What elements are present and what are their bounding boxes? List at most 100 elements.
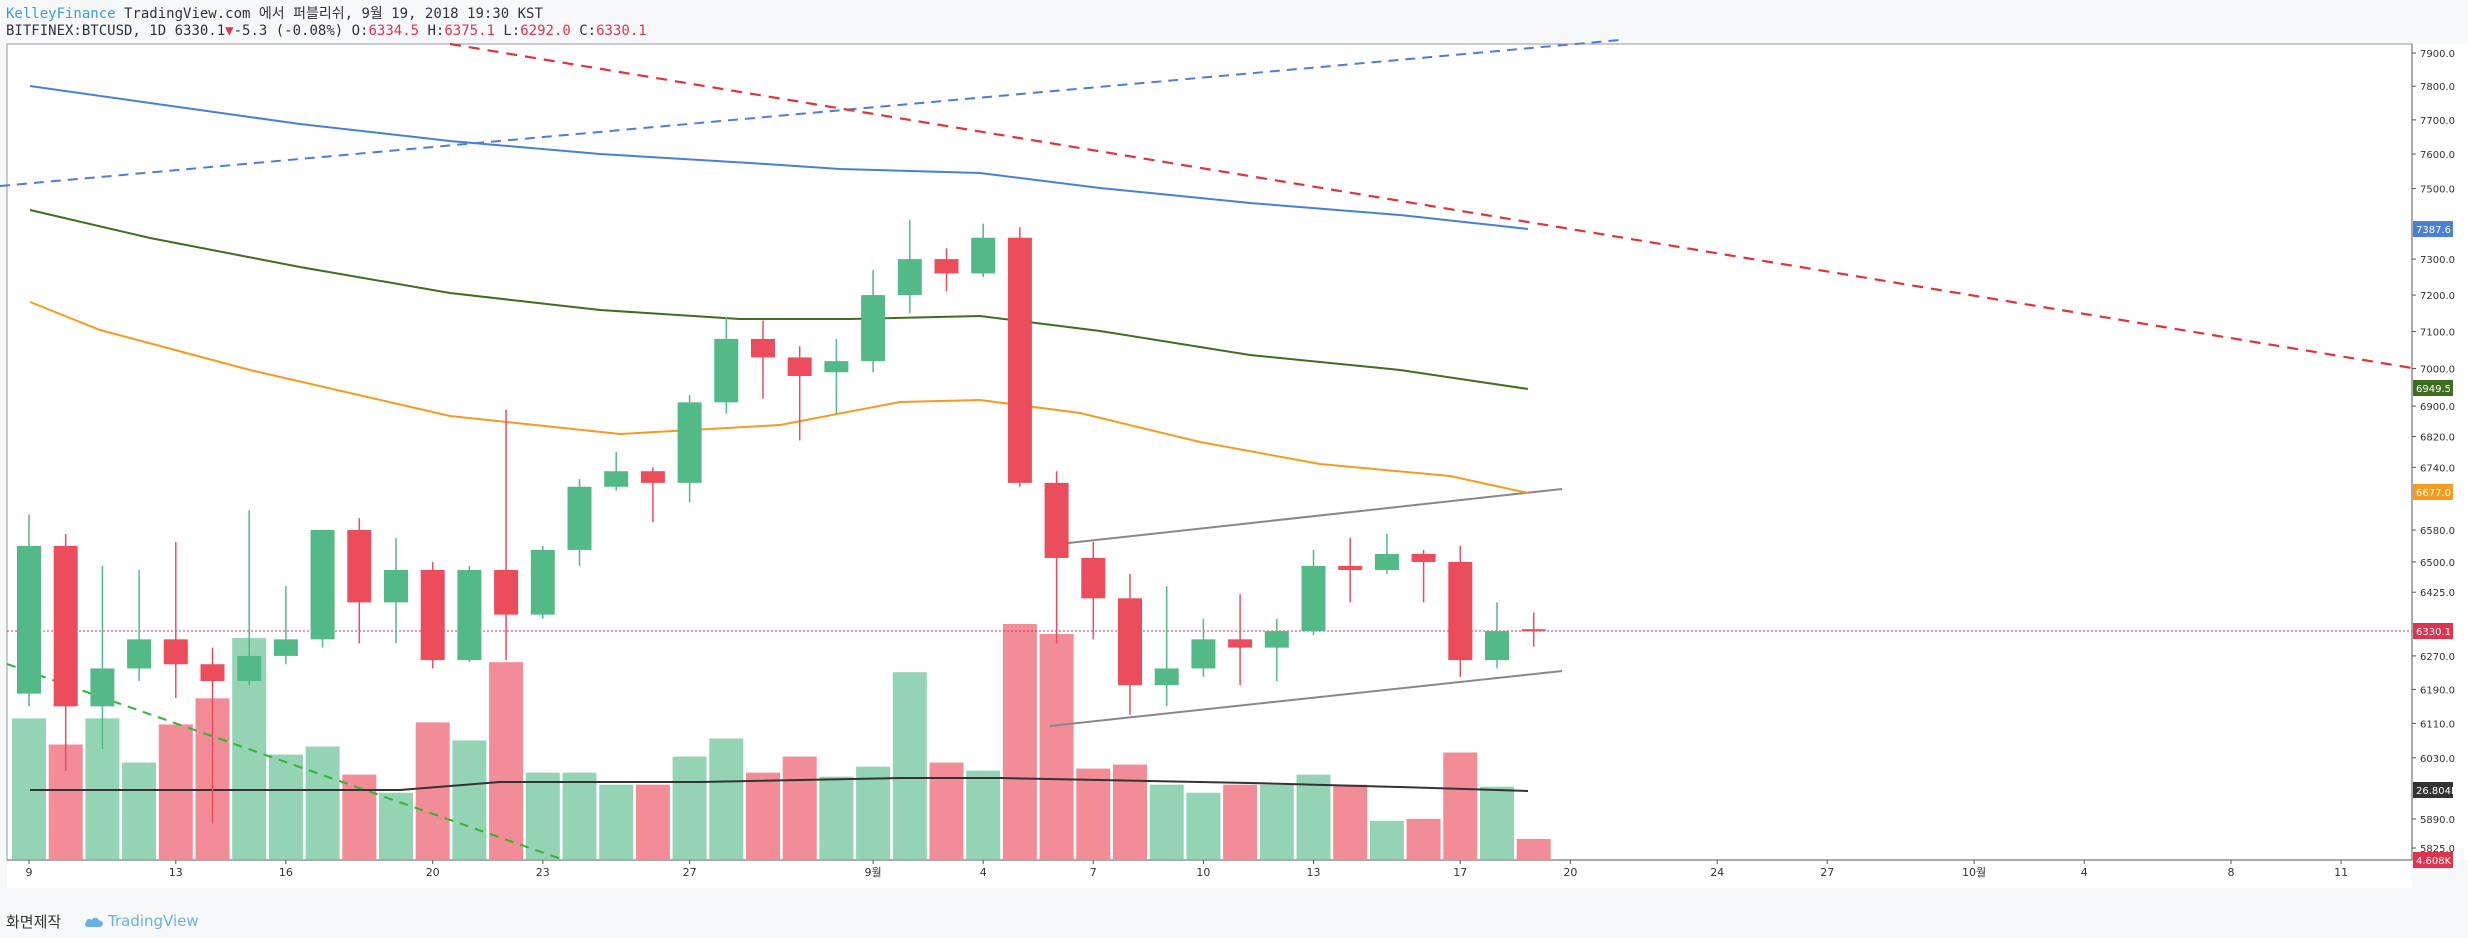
time-tick-label: 16 [279, 866, 293, 879]
candle-body [604, 471, 629, 487]
candle [1374, 533, 1399, 575]
time-tick-label: 11 [2334, 866, 2348, 879]
tradingview-cloud-icon [84, 917, 103, 927]
price-badge [2413, 484, 2453, 500]
candle [1154, 586, 1179, 707]
tradingview-brand: TradingView [108, 912, 199, 930]
candle-body [384, 569, 408, 603]
volume-bars [12, 624, 1551, 859]
candle [457, 565, 482, 663]
candle [200, 647, 225, 824]
volume-bar [709, 738, 744, 859]
candle-body [127, 639, 152, 669]
price-tick-label: 5825.0 [2420, 844, 2455, 855]
price-badge [2413, 782, 2453, 798]
volume-bar [268, 754, 303, 859]
price-badge-label: 7387.6 [2416, 225, 2451, 236]
candle-body [971, 237, 996, 274]
candle [1485, 602, 1509, 669]
time-axis[interactable]: 9 13 16 20 23 27 9월 4 7 10 13 17 20 24 27 10월 4 8 11 [7, 859, 2412, 888]
symbol-name[interactable]: BITFINEX:BTCUSD, 1D [6, 23, 167, 39]
volume-bar [562, 772, 597, 859]
candle-body [677, 402, 702, 483]
volume-bar [1149, 784, 1184, 859]
candle [1448, 545, 1473, 677]
price-tick-label: 7300.0 [2420, 255, 2455, 266]
publish-info: TradingView.com 에서 퍼블리쉬, 9월 19, 2018 19:… [124, 6, 543, 22]
candle-body [347, 530, 372, 603]
low-value: 6292.0 [520, 23, 571, 39]
candle-body [640, 471, 665, 483]
candle-body [1301, 565, 1326, 632]
candle-body [53, 545, 78, 707]
candle [1228, 594, 1253, 686]
time-axis-bg [7, 860, 2412, 888]
candle [530, 545, 555, 619]
high-label: H: [427, 23, 445, 39]
volume-bar [1406, 818, 1441, 859]
open-label: O: [351, 23, 369, 39]
price-badge-label: 6677.0 [2416, 488, 2451, 499]
price-badge-label: 26.804K [2416, 786, 2458, 797]
candle-body [897, 259, 922, 296]
footer-credit: 화면제작 [6, 913, 62, 931]
candle [53, 533, 78, 771]
volume-bar [1443, 752, 1478, 859]
candle [1081, 541, 1106, 640]
candle [1007, 227, 1032, 487]
publish-header: KelleyFinance TradingView.com 에서 퍼블리쉬, 9… [6, 6, 543, 22]
volume-bar [1186, 792, 1221, 859]
time-tick-label: 27 [683, 866, 697, 879]
last-price: 6330.1 [174, 23, 226, 39]
price-tick-label: 6740.0 [2420, 463, 2455, 474]
chart-pane[interactable] [6, 43, 2413, 861]
upper-channel-line[interactable] [1049, 488, 1563, 546]
author-link[interactable]: KelleyFinance [6, 6, 116, 22]
red-dashed-resistance-line[interactable] [449, 42, 2413, 370]
volume-bar [1039, 634, 1074, 859]
volume-bar [635, 784, 670, 859]
time-tick-label: 8 [2228, 866, 2235, 879]
candle-body [1521, 629, 1546, 632]
candle [861, 269, 886, 373]
volume-bar [1223, 784, 1258, 859]
price-tick-label: 7100.0 [2420, 328, 2455, 339]
price-chart[interactable]: 7900.0 7800.0 7700.0 7600.0 7500.0 7387.6 7300… [0, 0, 2468, 904]
volume-bar [1333, 784, 1368, 859]
candle [604, 451, 629, 491]
time-tick-label: 20 [426, 866, 440, 879]
price-axis[interactable]: 7900.0 7800.0 7700.0 7600.0 7500.0 7387.6 7300… [2411, 44, 2468, 868]
down-triangle-icon: ▼ [225, 23, 234, 39]
candle [751, 320, 775, 399]
price-badge-label: 6330.1 [2416, 627, 2451, 638]
volume-bar [379, 792, 413, 859]
candle [494, 409, 519, 661]
volume-bar [819, 776, 854, 859]
lower-channel-line[interactable] [1049, 670, 1563, 727]
price-tick-label: 7600.0 [2420, 150, 2455, 161]
price-tick-label: 7500.0 [2420, 185, 2455, 196]
volume-bar [672, 756, 707, 859]
candle-body [200, 664, 225, 682]
candle [1338, 537, 1363, 603]
candle [347, 518, 372, 644]
tradingview-logo[interactable]: TradingView [84, 912, 199, 930]
time-tick-label: 10 [1196, 866, 1210, 879]
candle-body [1044, 482, 1069, 558]
volume-bar [782, 756, 817, 859]
time-tick-label: 17 [1453, 866, 1467, 879]
candle-body [1264, 631, 1289, 648]
candle [127, 569, 152, 682]
price-badge [2413, 221, 2453, 237]
candle-body [1485, 631, 1509, 661]
candle-body [751, 338, 775, 358]
footer: 화면제작 TradingView [0, 904, 2468, 938]
candle-body [1191, 639, 1216, 669]
candle [1411, 549, 1436, 603]
candle [1264, 618, 1289, 682]
candle-body [1448, 561, 1473, 661]
candle [273, 586, 298, 665]
candle-body [1338, 565, 1363, 570]
time-tick-label: 13 [169, 866, 183, 879]
volume-bar [489, 662, 524, 859]
